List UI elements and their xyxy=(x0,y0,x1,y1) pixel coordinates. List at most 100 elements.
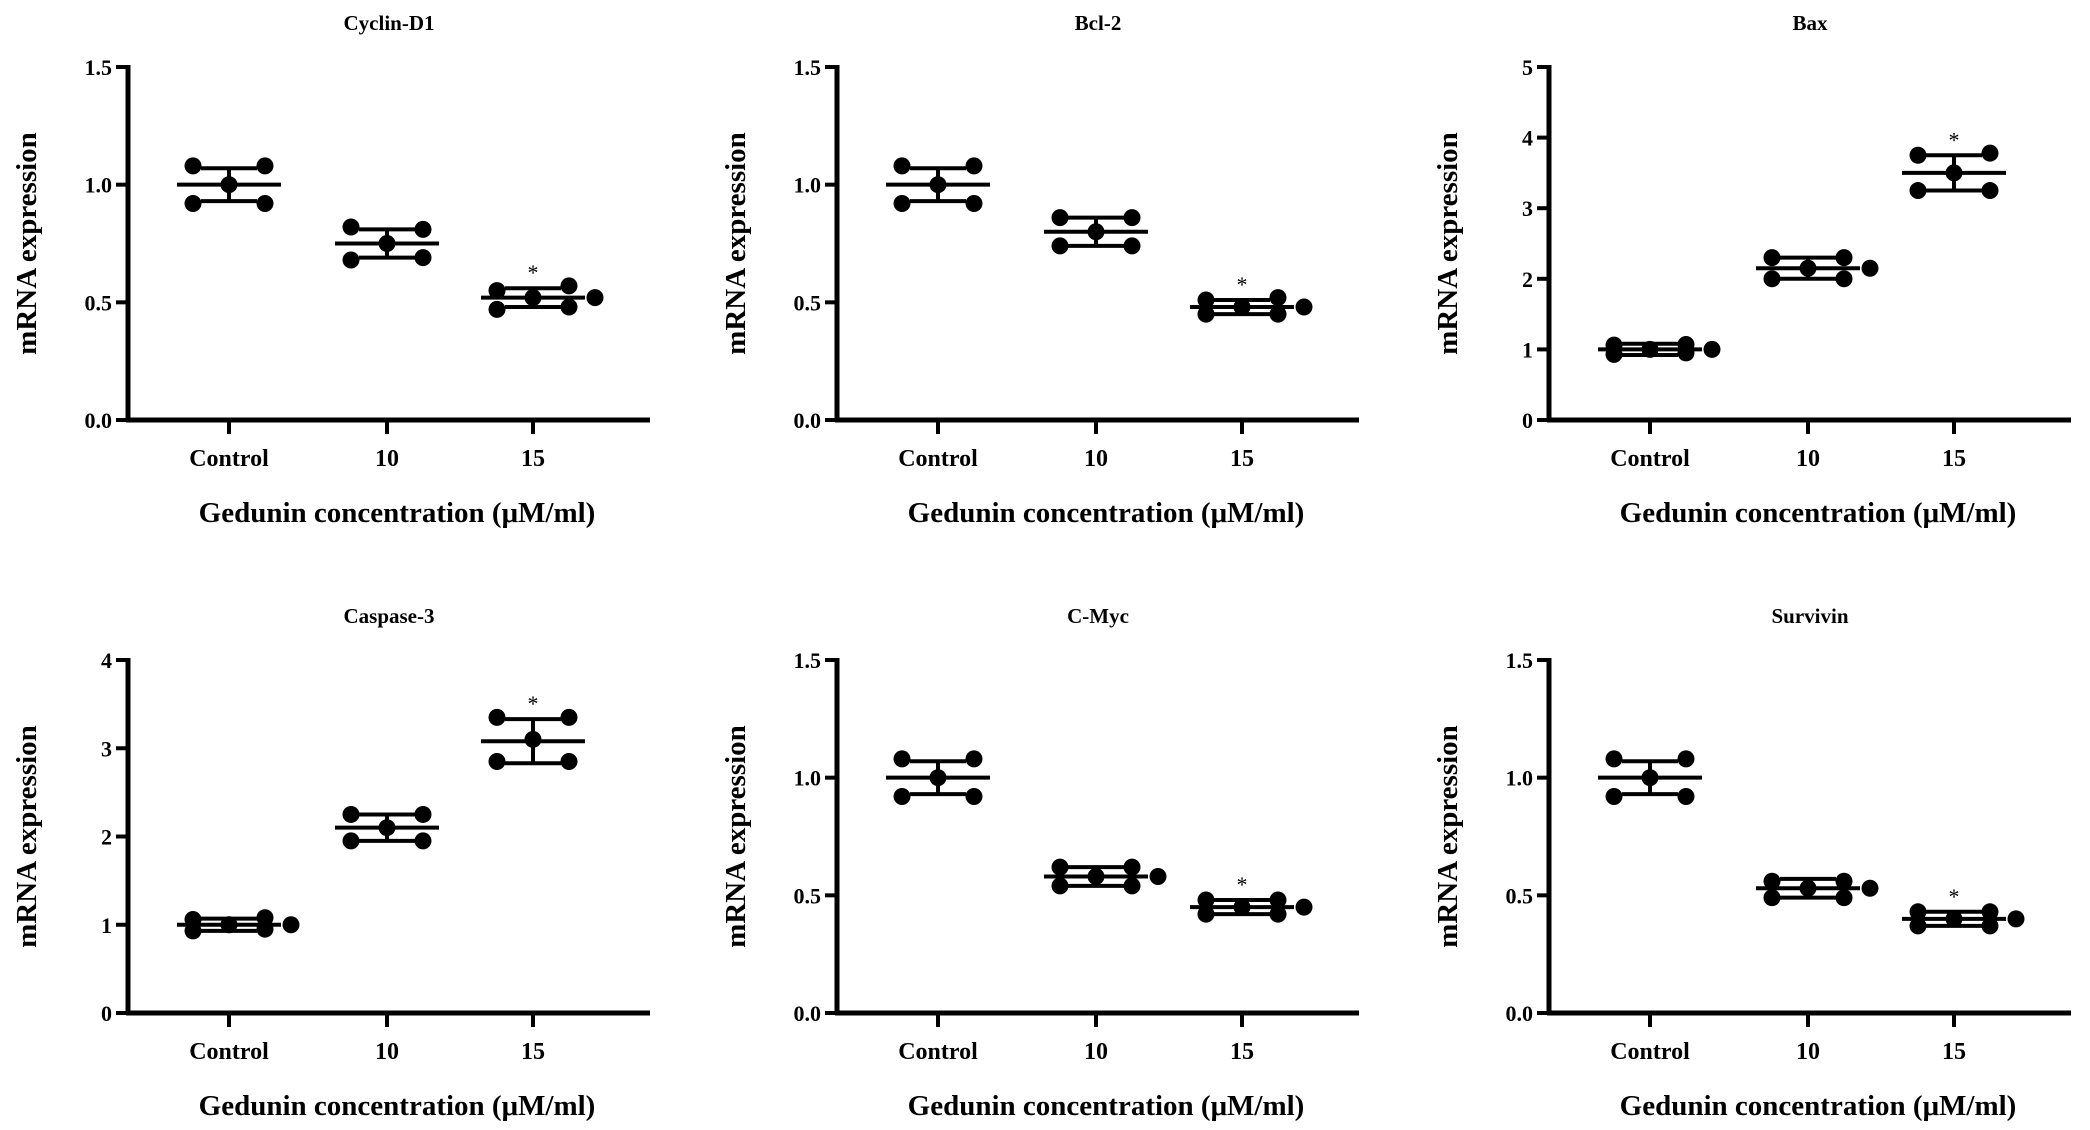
chart-panel: Cyclin-D1 mRNA expression Gedunin concentr… xyxy=(11,11,650,529)
data-point xyxy=(1981,144,1999,162)
data-point xyxy=(1605,750,1623,768)
significance-marker: * xyxy=(1949,884,1960,909)
y-tick-label: 2 xyxy=(1522,267,1533,292)
data-point xyxy=(414,249,432,267)
x-tick-label: Control xyxy=(189,446,269,472)
data-point xyxy=(893,194,911,212)
data-point xyxy=(1763,889,1781,907)
data-point xyxy=(1909,182,1927,200)
y-axis-label: mRNA expression xyxy=(11,725,43,948)
data-point xyxy=(1269,305,1287,323)
data-point xyxy=(1051,858,1069,876)
x-tick-label: 15 xyxy=(1230,446,1254,472)
y-tick-label: 3 xyxy=(1522,196,1533,221)
chart-panel: Bax mRNA expression Gedunin concentration … xyxy=(1432,11,2071,529)
data-point xyxy=(1981,903,1999,921)
data-point xyxy=(560,277,578,295)
data-point xyxy=(1861,259,1879,277)
x-tick-label: 10 xyxy=(375,446,399,472)
data-point xyxy=(1149,868,1167,886)
data-point xyxy=(1269,905,1287,923)
data-point xyxy=(2007,910,2025,928)
data-point xyxy=(488,708,506,726)
data-point xyxy=(342,832,360,850)
x-tick-label: 10 xyxy=(1084,1039,1108,1065)
data-point xyxy=(342,251,360,269)
x-axis-label: Gedunin concentration (μM/ml) xyxy=(1620,1090,2017,1122)
x-tick-label: 15 xyxy=(1942,446,1966,472)
y-tick-label: 5 xyxy=(1522,55,1533,80)
y-tick-label: 1.5 xyxy=(794,55,822,80)
y-tick-label: 0.5 xyxy=(794,883,822,908)
y-tick-label: 1 xyxy=(101,913,112,938)
chart-title: Caspase-3 xyxy=(343,604,434,628)
data-point xyxy=(256,157,274,175)
x-tick-label: 10 xyxy=(375,1039,399,1065)
data-point xyxy=(1909,146,1927,164)
y-tick-label: 0.5 xyxy=(794,290,822,315)
data-point xyxy=(1677,750,1695,768)
data-point xyxy=(560,708,578,726)
x-tick-label: 10 xyxy=(1084,446,1108,472)
data-point xyxy=(893,750,911,768)
y-tick-label: 0.0 xyxy=(794,1001,822,1026)
y-tick-label: 1 xyxy=(1522,337,1533,362)
y-axis-label: mRNA expression xyxy=(1432,725,1464,948)
y-tick-label: 1.5 xyxy=(1506,648,1534,673)
data-point xyxy=(1909,917,1927,935)
data-point xyxy=(282,916,300,934)
data-point xyxy=(1981,182,1999,200)
data-point xyxy=(488,282,506,300)
x-tick-label: 10 xyxy=(1796,1039,1820,1065)
data-point xyxy=(586,289,604,307)
data-point xyxy=(414,805,432,823)
y-tick-label: 1.0 xyxy=(85,173,113,198)
chart-title: Bax xyxy=(1792,11,1828,35)
data-point xyxy=(1981,917,1999,935)
data-point xyxy=(1763,270,1781,288)
chart-title: Cyclin-D1 xyxy=(344,11,435,35)
chart-panel: C-Myc mRNA expression Gedunin concentratio… xyxy=(720,604,1359,1122)
x-tick-label: 15 xyxy=(521,446,545,472)
data-point xyxy=(1677,787,1695,805)
data-point xyxy=(1605,787,1623,805)
significance-marker: * xyxy=(1237,272,1248,297)
data-point xyxy=(488,300,506,318)
x-tick-label: Control xyxy=(1610,1039,1690,1065)
data-point xyxy=(965,787,983,805)
significance-marker: * xyxy=(528,260,539,285)
data-point xyxy=(1677,344,1695,362)
x-tick-label: Control xyxy=(898,446,978,472)
data-point xyxy=(893,157,911,175)
y-tick-label: 1.5 xyxy=(794,648,822,673)
y-tick-label: 1.0 xyxy=(1506,766,1534,791)
data-point xyxy=(1123,209,1141,227)
y-tick-label: 0.0 xyxy=(794,408,822,433)
x-axis-label: Gedunin concentration (μM/ml) xyxy=(1620,497,2017,529)
data-point xyxy=(184,194,202,212)
y-axis-label: mRNA expression xyxy=(1432,132,1464,355)
y-tick-label: 0 xyxy=(1522,408,1533,433)
y-tick-label: 0.5 xyxy=(85,290,113,315)
x-tick-label: 15 xyxy=(1230,1039,1254,1065)
data-point xyxy=(1295,298,1313,316)
data-point xyxy=(1835,872,1853,890)
y-tick-label: 0 xyxy=(101,1001,112,1026)
data-point xyxy=(1197,905,1215,923)
y-tick-label: 1.5 xyxy=(85,55,113,80)
data-point xyxy=(342,218,360,236)
chart-title: C-Myc xyxy=(1067,604,1129,628)
x-axis-label: Gedunin concentration (μM/ml) xyxy=(199,1090,596,1122)
data-point xyxy=(342,805,360,823)
significance-marker: * xyxy=(1237,872,1248,897)
x-axis-label: Gedunin concentration (μM/ml) xyxy=(199,497,596,529)
data-point xyxy=(1051,209,1069,227)
x-axis-label: Gedunin concentration (μM/ml) xyxy=(908,1090,1305,1122)
data-point xyxy=(893,787,911,805)
data-point xyxy=(414,832,432,850)
data-point xyxy=(1763,249,1781,267)
data-point xyxy=(1051,237,1069,255)
y-axis-label: mRNA expression xyxy=(11,132,43,355)
x-tick-label: Control xyxy=(898,1039,978,1065)
data-point xyxy=(1835,270,1853,288)
